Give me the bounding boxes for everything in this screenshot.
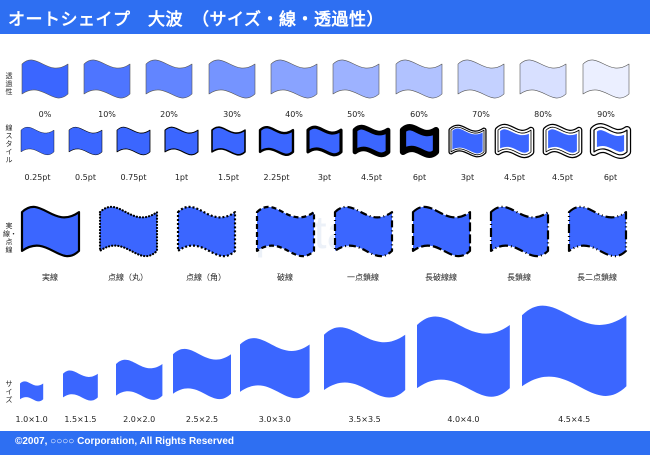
label-line-5: 2.25pt [263, 173, 290, 182]
label-line-2: 0.75pt [120, 173, 147, 182]
wave-transparency-4 [270, 59, 318, 99]
wave-size-7 [522, 305, 627, 396]
copyright-text: ©2007, ○○○○ Corporation, All Rights Rese… [15, 436, 234, 447]
wave-dash-4 [333, 205, 394, 258]
label-dash-4: 一点鎖線 [347, 273, 379, 282]
label-dash-6: 長鎖線 [507, 273, 531, 282]
label-transparency-9: 90% [597, 110, 615, 119]
label-transparency-8: 80% [534, 110, 552, 119]
label-transparency-3: 30% [223, 110, 241, 119]
label-line-11: 4.5pt [552, 173, 573, 182]
label-size-6: 4.0×4.0 [447, 415, 480, 424]
wave-transparency-1 [83, 59, 131, 99]
label-transparency-2: 20% [160, 110, 178, 119]
label-size-4: 3.0×3.0 [258, 415, 291, 424]
wave-transparency-8 [519, 59, 567, 99]
label-line-9: 3pt [460, 173, 475, 182]
wave-transparency-7 [457, 59, 505, 99]
page-title: オートシェイプ 大波 （サイズ・線・透過性） [8, 10, 384, 30]
wave-line-5 [258, 126, 295, 156]
row-label-transparency: 透過性 [5, 72, 13, 96]
label-line-8: 6pt [412, 173, 427, 182]
wave-dash-2 [176, 205, 237, 258]
label-line-10: 4.5pt [504, 173, 525, 182]
wave-line-1 [68, 126, 103, 156]
wave-size-6 [417, 316, 510, 397]
label-line-3: 1pt [174, 173, 189, 182]
wave-transparency-5 [332, 59, 380, 99]
wave-line-6 [306, 125, 343, 157]
label-size-7: 4.5×4.5 [558, 415, 591, 424]
label-dash-0: 実線 [42, 273, 58, 282]
header-bar: オートシェイプ 大波 （サイズ・線・透過性） [0, 0, 650, 34]
wave-line-7 [352, 124, 391, 158]
wave-line-8 [399, 124, 440, 158]
wave-dash-3 [255, 205, 316, 258]
label-transparency-1: 10% [98, 110, 116, 119]
footer-bar: ©2007, ○○○○ Corporation, All Rights Rese… [0, 431, 650, 455]
wave-size-2 [116, 359, 163, 400]
wave-line-4 [211, 126, 246, 156]
row-label-size: サイズ [5, 380, 13, 404]
wave-line-9-gap [449, 125, 486, 157]
label-dash-5: 長破線線 [425, 273, 457, 282]
wave-line-12-mid [593, 126, 628, 156]
label-size-0: 1.0×1.0 [15, 415, 48, 424]
wave-line-10-gap [495, 125, 534, 157]
wave-size-5 [324, 327, 406, 398]
wave-line-10-inner [497, 126, 532, 156]
wave-size-0 [20, 381, 44, 402]
label-transparency-7: 70% [472, 110, 490, 119]
wave-size-3 [173, 348, 231, 400]
wave-transparency-0 [21, 59, 69, 99]
wave-dash-1 [98, 205, 159, 258]
label-size-2: 2.0×2.0 [123, 415, 156, 424]
label-transparency-5: 50% [347, 110, 365, 119]
label-dash-2: 点線（角） [186, 273, 226, 282]
label-line-6: 3pt [317, 173, 332, 182]
wave-dash-7 [567, 205, 628, 258]
wave-line-11-inner [545, 126, 580, 156]
label-line-4: 1.5pt [218, 173, 239, 182]
wave-size-4 [240, 338, 310, 399]
row-label-dash: 実線・点線 [3, 222, 17, 254]
label-line-1: 0.5pt [75, 173, 96, 182]
label-dash-7: 長二点鎖線 [577, 273, 617, 282]
label-line-12: 6pt [603, 173, 618, 182]
wave-line-0 [20, 127, 55, 155]
label-line-0: 0.25pt [24, 173, 51, 182]
row-label-line-style: 線スタイル [5, 124, 13, 164]
wave-line-9-inner [450, 126, 485, 156]
label-size-1: 1.5×1.5 [64, 415, 97, 424]
label-size-5: 3.5×3.5 [348, 415, 381, 424]
wave-dash-6 [489, 205, 550, 258]
wave-dash-0 [20, 205, 81, 258]
label-transparency-0: 0% [38, 110, 52, 119]
label-transparency-4: 40% [285, 110, 303, 119]
wave-transparency-3 [208, 59, 256, 99]
wave-size-1 [63, 370, 98, 401]
wave-dash-5 [411, 205, 472, 258]
wave-transparency-6 [395, 59, 443, 99]
wave-line-3 [164, 126, 199, 156]
label-transparency-6: 60% [410, 110, 428, 119]
wave-line-2 [116, 126, 151, 156]
label-size-3: 2.5×2.5 [185, 415, 219, 424]
wave-transparency-2 [145, 59, 193, 99]
label-dash-1: 点線（丸） [108, 273, 148, 282]
wave-transparency-9 [582, 59, 630, 99]
label-dash-3: 破線 [277, 273, 293, 282]
label-line-7: 4.5pt [361, 173, 382, 182]
wave-line-11-gap [543, 125, 582, 157]
